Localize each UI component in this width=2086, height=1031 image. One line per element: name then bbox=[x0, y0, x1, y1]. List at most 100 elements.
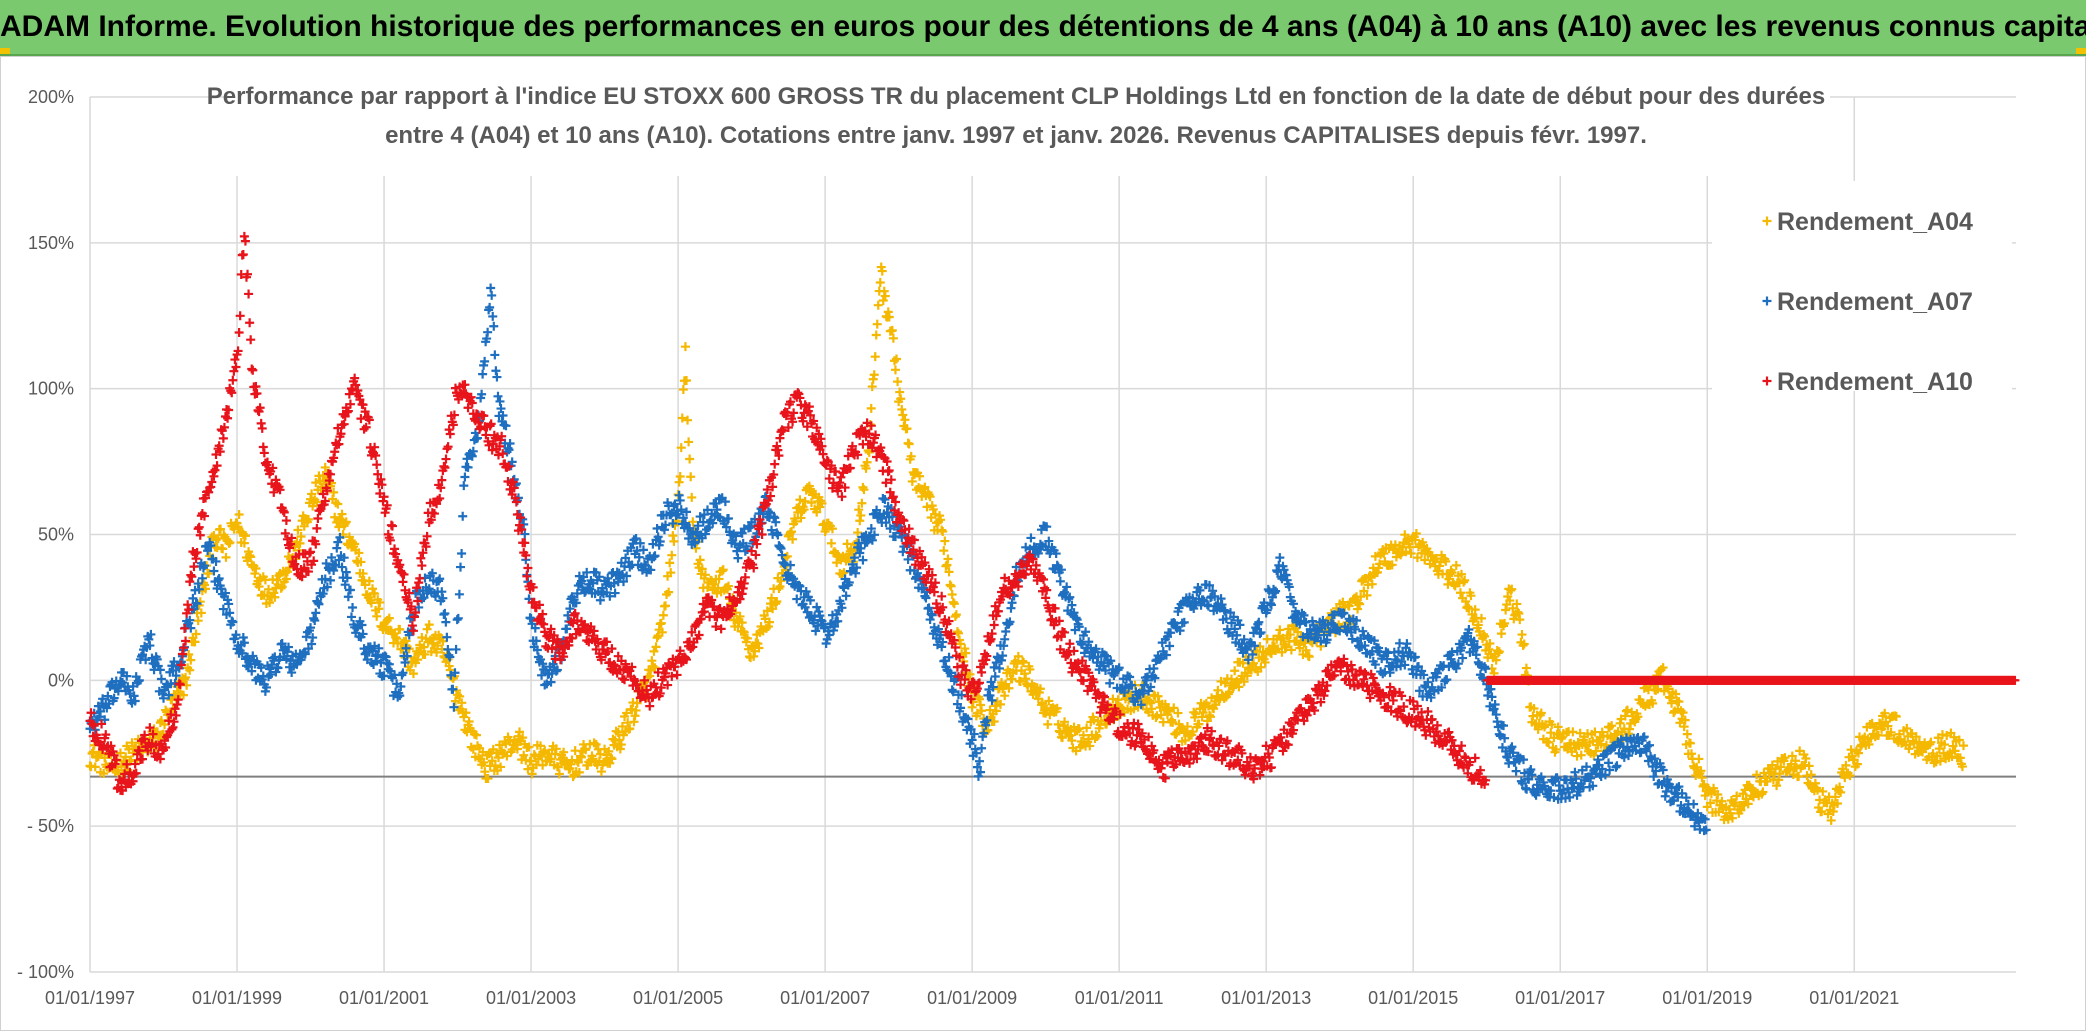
data-point bbox=[501, 421, 511, 431]
data-point bbox=[251, 563, 261, 573]
data-point bbox=[944, 567, 954, 577]
data-point bbox=[1241, 766, 1251, 776]
data-point bbox=[1131, 738, 1141, 748]
data-point bbox=[857, 498, 867, 508]
data-point bbox=[1360, 641, 1370, 651]
data-point bbox=[367, 646, 377, 656]
data-point bbox=[457, 698, 467, 708]
data-point bbox=[1216, 676, 1226, 686]
data-point bbox=[886, 475, 896, 485]
data-point bbox=[1607, 721, 1617, 731]
data-point bbox=[1125, 672, 1135, 682]
data-point bbox=[684, 437, 694, 447]
data-point bbox=[1260, 657, 1270, 667]
data-point bbox=[697, 564, 707, 574]
data-point bbox=[977, 667, 987, 677]
data-point bbox=[463, 462, 473, 472]
data-point bbox=[762, 485, 772, 495]
data-point bbox=[859, 485, 869, 495]
data-point bbox=[1000, 634, 1010, 644]
data-point bbox=[836, 472, 846, 482]
data-point bbox=[237, 648, 247, 658]
data-point bbox=[677, 413, 687, 423]
data-point bbox=[1518, 755, 1528, 765]
data-point bbox=[1423, 677, 1433, 687]
data-point bbox=[1873, 730, 1883, 740]
data-point bbox=[656, 683, 666, 693]
data-point bbox=[1188, 727, 1198, 737]
data-point bbox=[1517, 778, 1527, 788]
data-point bbox=[1352, 615, 1361, 625]
data-point bbox=[1301, 617, 1311, 627]
data-point bbox=[1758, 787, 1768, 797]
data-point bbox=[454, 589, 464, 599]
data-point bbox=[1365, 693, 1375, 703]
data-point bbox=[1705, 798, 1715, 808]
data-point bbox=[538, 609, 548, 619]
data-point bbox=[872, 505, 882, 515]
data-point bbox=[437, 475, 447, 485]
data-point bbox=[1653, 684, 1663, 694]
data-point bbox=[1077, 656, 1087, 666]
data-point bbox=[184, 605, 194, 615]
data-point bbox=[89, 721, 99, 731]
data-point bbox=[148, 729, 158, 739]
data-point bbox=[448, 420, 458, 430]
data-point bbox=[1891, 712, 1901, 722]
data-point bbox=[1165, 641, 1175, 651]
data-point bbox=[1551, 744, 1561, 754]
data-point bbox=[186, 655, 196, 665]
data-point bbox=[287, 533, 297, 543]
data-point bbox=[1015, 677, 1025, 687]
data-point bbox=[450, 668, 460, 678]
data-point bbox=[876, 443, 886, 453]
data-point bbox=[131, 768, 141, 778]
data-point bbox=[683, 415, 693, 425]
data-point bbox=[987, 629, 997, 639]
data-point bbox=[1369, 636, 1379, 646]
data-point bbox=[977, 743, 987, 753]
data-point bbox=[1600, 770, 1610, 780]
data-point bbox=[225, 538, 235, 548]
data-point bbox=[1932, 751, 1942, 761]
data-point bbox=[453, 613, 463, 623]
data-point bbox=[929, 587, 939, 597]
data-point bbox=[1911, 732, 1921, 742]
data-point bbox=[881, 478, 891, 488]
data-point bbox=[788, 534, 798, 544]
data-point bbox=[1309, 705, 1319, 715]
data-point bbox=[1136, 700, 1146, 710]
data-point bbox=[517, 524, 527, 534]
data-point bbox=[1367, 579, 1377, 589]
data-point bbox=[1379, 548, 1389, 558]
data-point bbox=[1536, 708, 1546, 718]
data-point bbox=[523, 563, 533, 573]
data-point bbox=[844, 578, 854, 588]
data-point bbox=[571, 598, 581, 608]
data-point bbox=[559, 747, 569, 757]
data-point bbox=[890, 365, 900, 375]
data-point bbox=[1935, 756, 1945, 766]
data-point bbox=[333, 499, 343, 509]
data-point bbox=[944, 616, 954, 626]
data-point bbox=[320, 574, 330, 584]
data-point bbox=[742, 544, 752, 554]
data-point bbox=[773, 530, 783, 540]
data-point bbox=[539, 619, 549, 629]
data-point bbox=[672, 670, 682, 680]
data-point bbox=[1658, 765, 1668, 775]
data-point bbox=[579, 572, 589, 582]
data-point bbox=[218, 604, 228, 614]
data-point bbox=[845, 463, 855, 473]
data-point bbox=[187, 572, 197, 582]
data-point bbox=[680, 518, 690, 528]
data-point bbox=[951, 610, 961, 620]
data-point bbox=[1316, 697, 1326, 707]
data-point bbox=[1065, 639, 1075, 649]
data-point bbox=[1780, 753, 1790, 763]
data-point bbox=[934, 624, 944, 634]
data-point bbox=[768, 482, 778, 492]
data-point bbox=[109, 750, 119, 760]
data-point bbox=[927, 610, 937, 620]
data-point bbox=[681, 507, 691, 517]
